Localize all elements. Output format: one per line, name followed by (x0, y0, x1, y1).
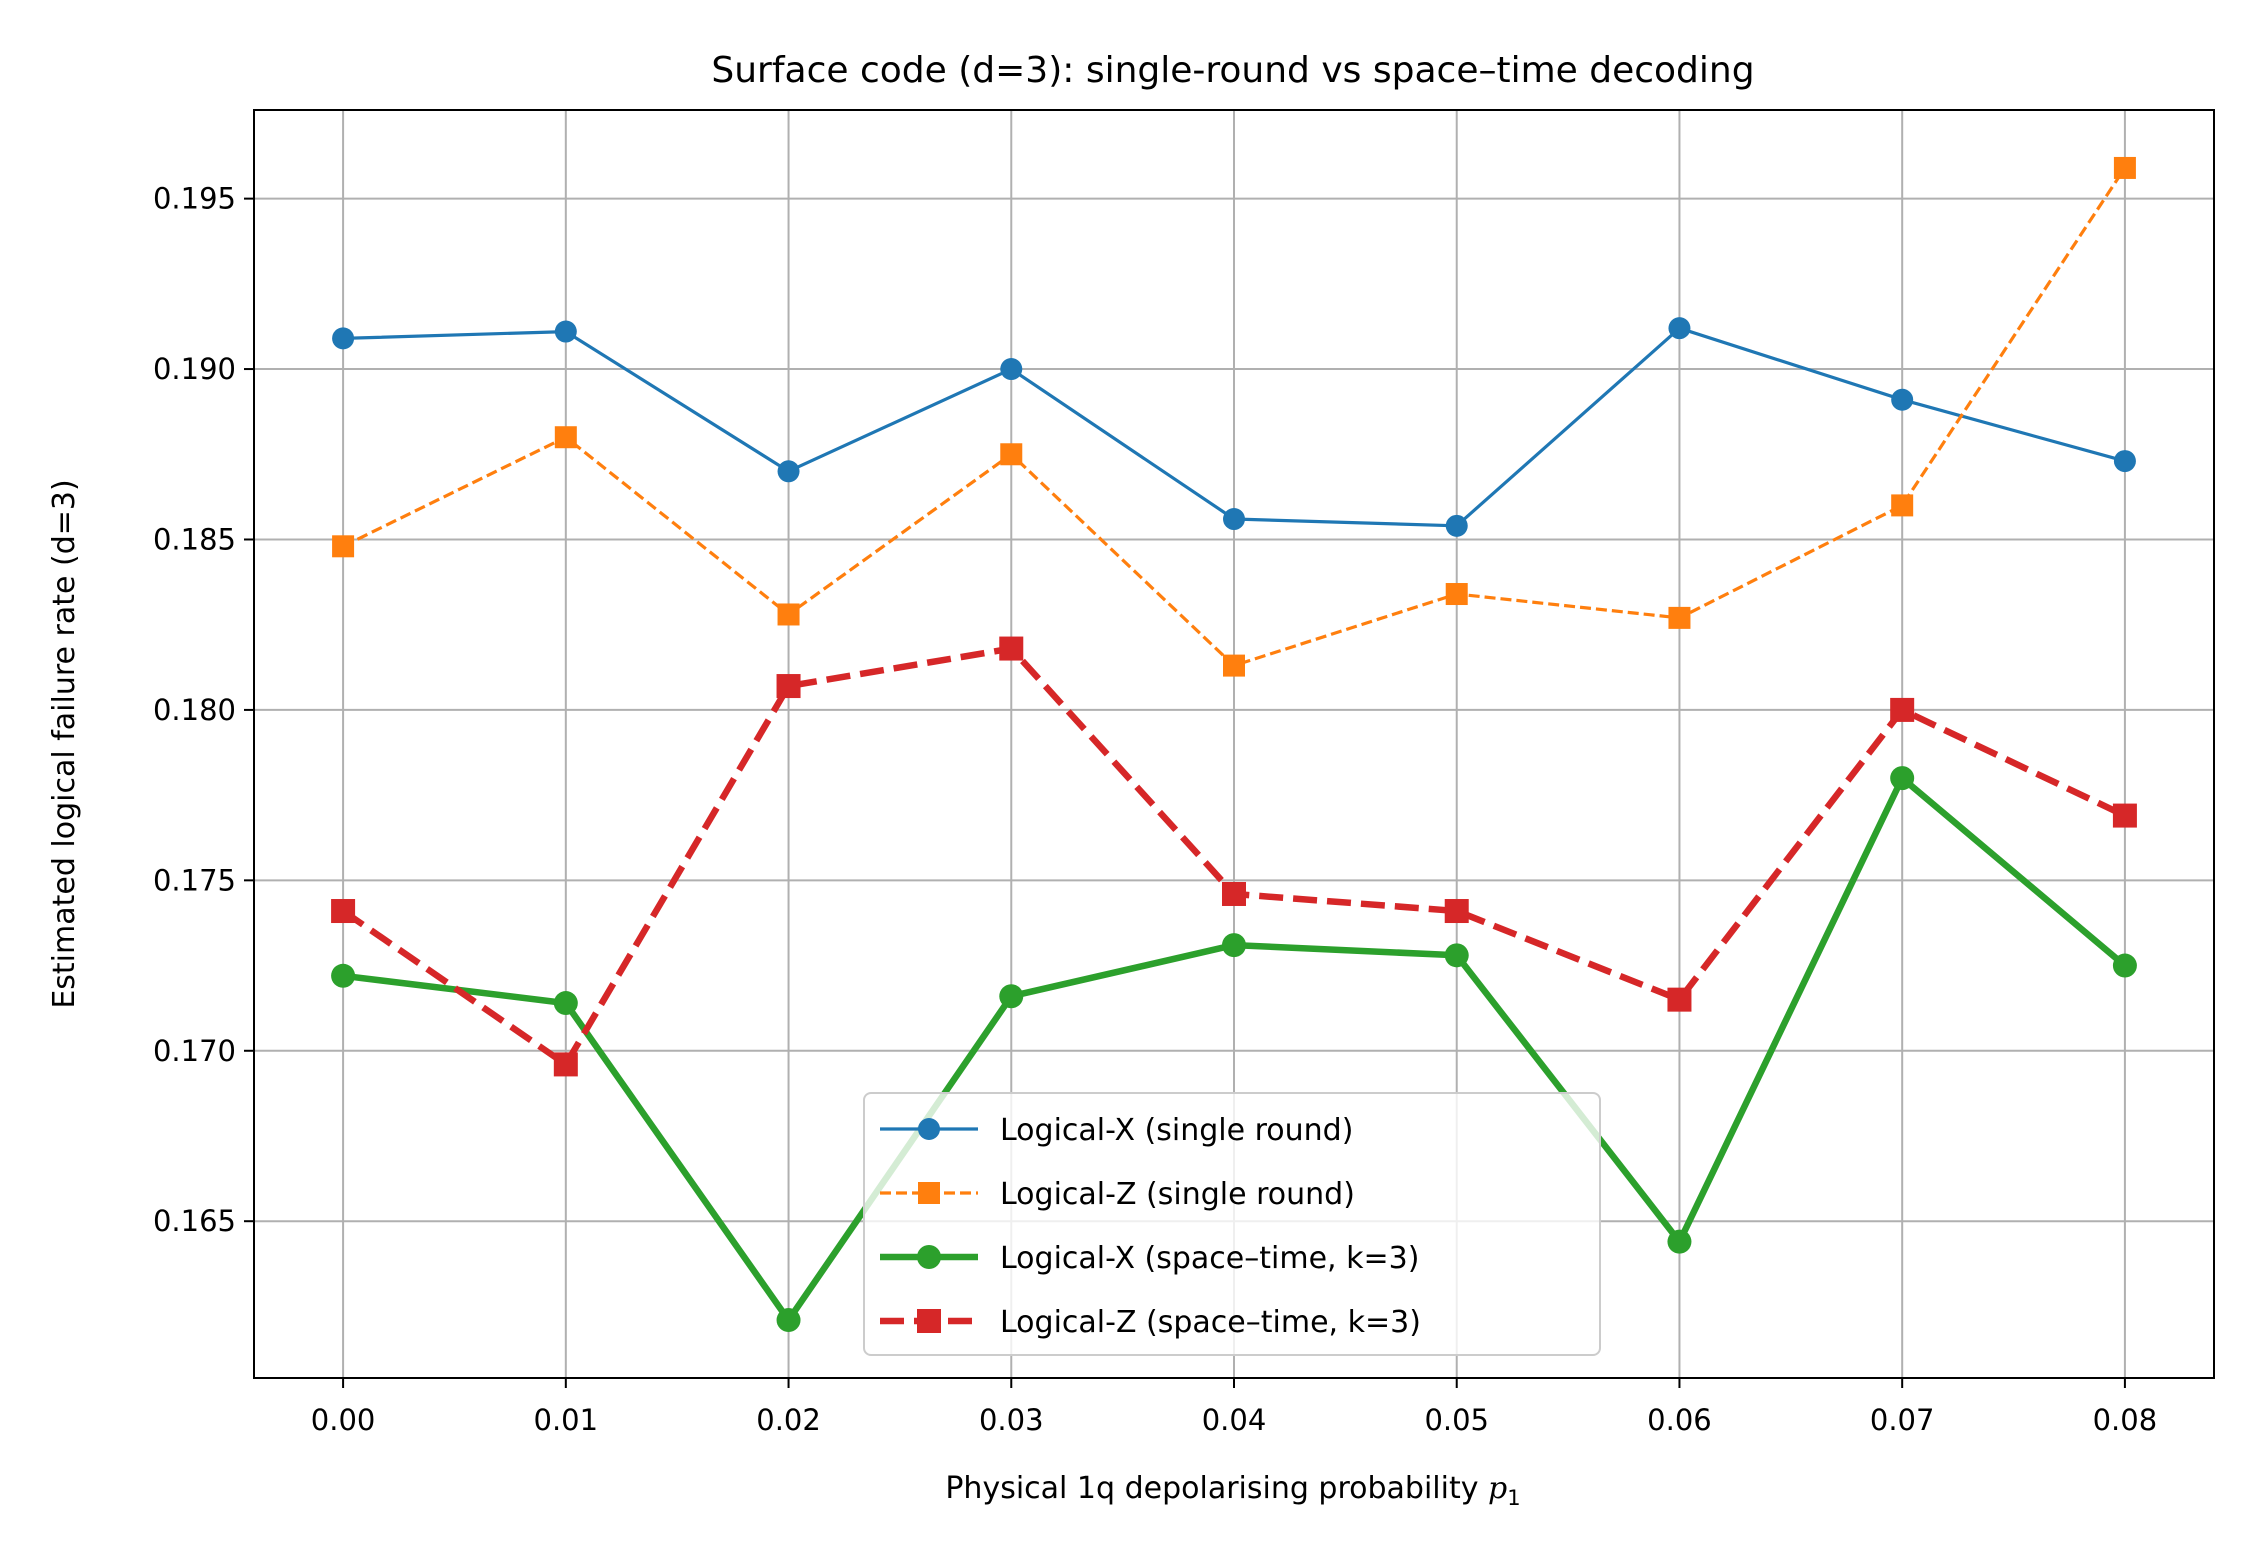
data-point (554, 320, 577, 343)
x-tick-label: 0.05 (1424, 1403, 1489, 1437)
grid (254, 110, 2214, 1378)
data-point (1444, 899, 1469, 924)
legend-entry: Logical-X (space–time, k=3) (880, 1241, 1419, 1276)
data-point (999, 984, 1024, 1009)
y-axis-label: Estimated logical failure rate (d=3) (47, 479, 82, 1008)
data-point (1445, 514, 1468, 537)
legend-label: Logical-X (single round) (1000, 1113, 1353, 1148)
series-layer (331, 156, 2137, 1333)
series-2 (332, 156, 2136, 677)
y-tick-label: 0.165 (153, 1204, 236, 1238)
x-tick-label: 0.02 (756, 1403, 821, 1437)
series-4 (331, 636, 2137, 1077)
data-point (2112, 803, 2137, 828)
y-tick-label: 0.180 (153, 693, 236, 727)
x-axis-label-text: Physical 1q depolarising probability (945, 1471, 1478, 1506)
data-point (776, 674, 801, 699)
data-point (2113, 156, 2136, 179)
legend-marker (917, 1309, 941, 1333)
data-point (331, 963, 356, 988)
data-point (1891, 494, 1914, 517)
data-point (2112, 953, 2137, 978)
data-point (1223, 654, 1245, 677)
data-point (1223, 508, 1245, 531)
legend-entry: Logical-X (single round) (880, 1113, 1353, 1148)
data-point (777, 603, 800, 626)
data-point (332, 535, 355, 558)
data-point (1890, 697, 1915, 722)
legend-marker (917, 1245, 941, 1269)
legend-items: Logical-X (single round) Logical-Z (singl… (880, 1113, 1421, 1340)
y-tick-label: 0.190 (153, 352, 236, 386)
y-tick-label: 0.185 (153, 522, 236, 556)
data-point (331, 899, 356, 924)
data-point (1891, 388, 1914, 411)
x-axis-label-subscript: 1 (1507, 1486, 1520, 1510)
legend-label: Logical-Z (space–time, k=3) (1000, 1305, 1421, 1340)
tick-layer: 0.00 0.01 0.02 0.03 0.04 0.05 0.06 0.07 0.08 0.16… (153, 182, 2157, 1437)
x-axis-label: Physical 1q depolarising probability p1 (945, 1471, 1520, 1510)
chart-title: Surface code (d=3): single-round vs spac… (711, 50, 1754, 91)
x-axis-label-space (1479, 1471, 1489, 1506)
data-point (1668, 606, 1691, 629)
data-point (1222, 933, 1246, 958)
data-point (999, 636, 1024, 661)
data-point (1890, 766, 1915, 791)
x-tick-label: 0.08 (2093, 1403, 2158, 1437)
data-point (1445, 583, 1468, 606)
series-3 (331, 766, 2137, 1333)
x-axis-label-math: p (1488, 1471, 1507, 1506)
data-point (553, 1052, 578, 1077)
series-1 (332, 317, 2136, 537)
x-tick-label: 0.03 (979, 1403, 1044, 1437)
legend-label: Logical-Z (single round) (1000, 1177, 1355, 1212)
legend-entry: Logical-Z (space–time, k=3) (880, 1305, 1421, 1340)
data-point (1667, 1229, 1692, 1254)
x-tick-label: 0.00 (311, 1403, 376, 1437)
legend-marker (918, 1118, 940, 1140)
data-point (554, 426, 577, 449)
data-point (777, 460, 800, 483)
x-tick-label: 0.07 (1870, 1403, 1935, 1437)
data-point (1000, 443, 1023, 466)
data-point (332, 327, 355, 350)
legend-box (863, 1092, 1601, 1356)
data-point (1444, 943, 1469, 968)
x-tick-label: 0.06 (1647, 1403, 1712, 1437)
y-tick-label: 0.170 (153, 1034, 236, 1068)
data-point (1222, 881, 1246, 906)
x-tick-label: 0.04 (1202, 1403, 1267, 1437)
legend-entry: Logical-Z (single round) (880, 1177, 1355, 1212)
data-point (1667, 987, 1692, 1012)
y-tick-label: 0.195 (153, 182, 236, 216)
y-tick-label: 0.175 (153, 863, 236, 897)
data-point (2113, 450, 2136, 473)
x-tick-label: 0.01 (534, 1403, 599, 1437)
data-point (1668, 317, 1691, 340)
legend-marker (918, 1182, 940, 1204)
data-point (1000, 358, 1023, 381)
legend-label: Logical-X (space–time, k=3) (1000, 1241, 1419, 1276)
legend: Logical-X (single round) Logical-Z (singl… (863, 1092, 1601, 1356)
data-point (776, 1308, 801, 1333)
data-point (553, 991, 578, 1016)
